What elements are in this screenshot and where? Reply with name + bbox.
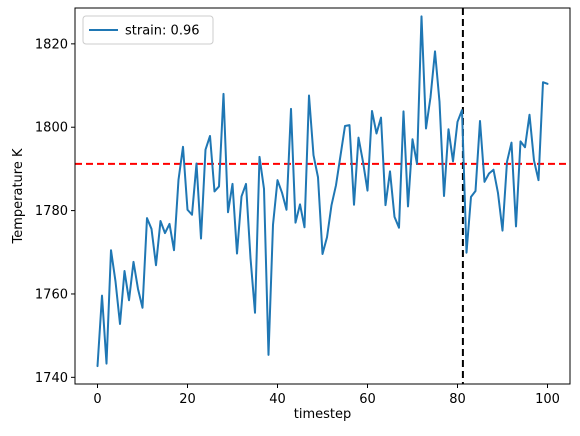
legend-label: strain: 0.96 [125,24,200,39]
legend: strain: 0.96 [82,15,214,45]
y-tick-label: 1740 [35,371,68,386]
series-group [96,15,549,368]
y-tick-label: 1820 [35,37,68,52]
x-tick-label: 80 [449,392,466,407]
x-axis-label: timestep [294,407,352,422]
x-tick-label: 60 [359,392,376,407]
x-tick-label: 100 [535,392,560,407]
x-axis-ticks: 0 20 40 60 80 100 [93,384,560,407]
y-axis-label: Temperature K [11,148,26,244]
x-tick-label: 20 [179,392,196,407]
y-axis-ticks: 1740 1760 1780 1800 1820 [35,37,75,386]
y-tick-label: 1780 [35,204,68,219]
legend-box [82,15,214,45]
x-tick-label: 0 [93,392,101,407]
y-tick-label: 1760 [35,287,68,302]
y-tick-label: 1800 [35,121,68,136]
x-tick-label: 40 [269,392,286,407]
reference-lines [75,8,570,384]
plot-frame [74,7,571,385]
series-line [96,15,549,368]
